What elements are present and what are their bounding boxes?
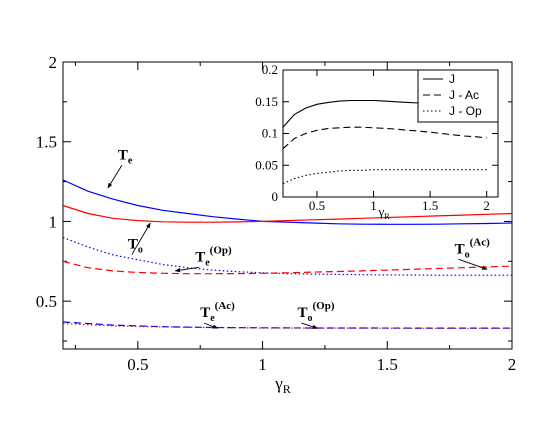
annotation-label: Te [118,147,133,166]
inset-x-tick-label: 2 [483,198,490,213]
x-axis-label-main-base: γ [274,374,283,393]
annotation-label: To(Ac) [455,236,491,260]
annotation-base: T [200,305,210,321]
x-axis-label-inset-base: γ [377,204,384,219]
annotation-sub: e [210,313,215,324]
annotation-base: T [455,241,465,257]
annotation-arrow [204,322,219,329]
y-tick-label: 0.5 [36,292,57,311]
annotation-sub: e [128,155,133,166]
series-line-to [62,204,513,223]
annotation-base: T [297,305,307,321]
annotation-TeAc: Te(Ac) [200,300,235,329]
series-line-te-op [62,236,512,276]
x-tick-label: 0.5 [127,355,148,374]
y-tick-label: 1.5 [36,133,57,152]
inset-x-tick-label: 0.5 [309,198,325,213]
annotation-To: To [128,222,151,256]
inset-y-tick-label: 0.15 [255,94,278,109]
x-axis-label-inset: γR [377,204,390,221]
inset-y-tick-label: 0.05 [255,157,278,172]
annotation-label: Te(Ac) [200,300,235,324]
series-line-te-ac [62,321,512,329]
annotation-arrow [174,266,200,273]
annotation-label: To(Op) [297,300,334,324]
inset-series-line-j-ac [282,126,487,150]
annotation-sup: (Ac) [470,236,490,248]
annotation-arrow [107,165,123,189]
inset-plot: 0.5 1 1.5 2 0 0.05 0.1 0.15 0.2 γR J J - Ac J - Op [255,62,499,221]
annotation-sub: o [138,245,143,256]
y-tick-label: 2 [49,53,58,72]
y-tick-label: 1 [49,212,58,231]
x-tick-label: 1.5 [377,355,398,374]
annotation-sup: (Op) [210,244,232,256]
annotation-base: T [128,237,138,253]
x-axis-label-inset-sub: R [384,212,390,221]
annotation-arrow [131,222,151,255]
annotation-arrow [301,322,318,329]
annotation-label: Te(Op) [195,244,232,268]
series-line-to-op [62,322,512,329]
inset-y-tick-label: 0.2 [262,62,278,77]
inset-x-tick-label: 1 [370,198,377,213]
x-axis-label-main: γR [274,374,291,396]
legend-label: J - Ac [449,88,479,102]
annotation-sup: (Ac) [215,300,235,312]
annotation-label: To [128,237,143,256]
x-tick-label: 2 [508,355,517,374]
series-line-te [62,179,513,225]
annotation-sub: o [465,249,470,260]
x-axis-label-main-sub: R [283,382,291,396]
main-x-axis-label: γR [274,374,291,396]
annotation-ToOp: To(Op) [297,300,335,329]
annotation-base: T [195,249,205,265]
legend-label: J - Op [449,104,482,118]
inset-legend: J J - Ac J - Op [417,69,499,123]
inset-x-axis-label: γR [377,204,390,221]
legend-label: J [449,72,455,86]
inset-y-tick-label: 0.1 [262,126,278,141]
inset-y-tick-label: 0 [272,189,279,204]
annotation-arrow [458,258,488,270]
inset-x-tick-label: 1.5 [422,198,438,213]
annotation-Te: Te [107,147,133,189]
series-line-to-ac [62,260,513,275]
annotation-sup: (Op) [312,300,334,312]
annotation-sub: e [205,257,210,268]
annotation-base: T [118,147,128,163]
x-tick-label: 1 [258,355,267,374]
annotation-ToAc: To(Ac) [455,236,491,270]
annotation-sub: o [307,313,312,324]
annotation-TeOp: Te(Op) [174,244,232,273]
